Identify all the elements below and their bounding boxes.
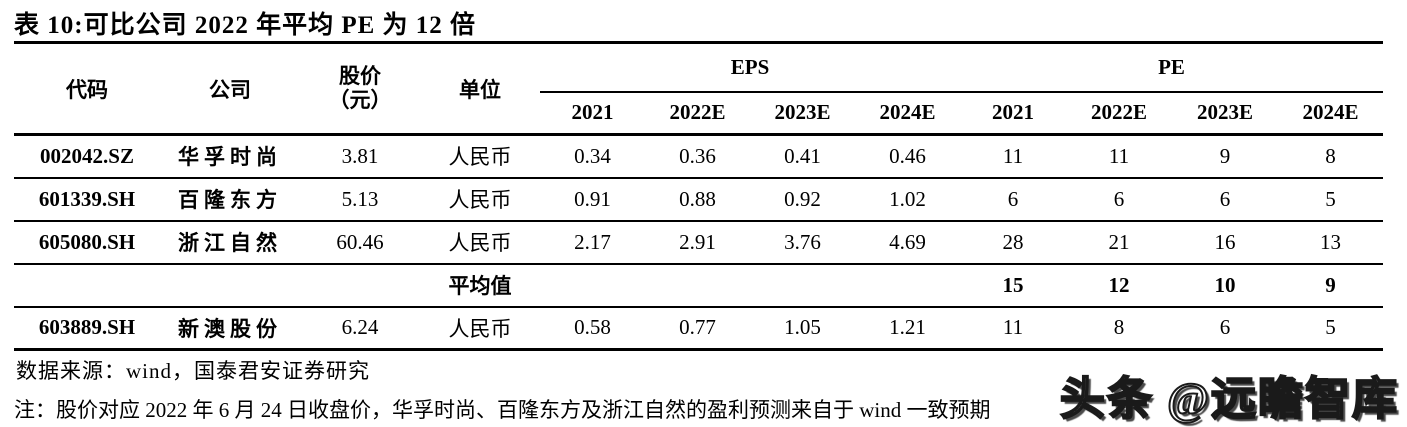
pe-2022e-cell: 21 [1108, 229, 1130, 254]
unit-cell: 人民币 [448, 231, 512, 255]
unit-cell: 人民币 [448, 188, 512, 212]
eps-year-2024e: 2024E [855, 91, 961, 136]
empty-cell [645, 264, 750, 307]
unit-cell: 人民币 [448, 316, 512, 341]
eps-year-2022e: 2022E [645, 91, 750, 136]
price-cell: 5.13 [341, 186, 379, 211]
table-row: 601339.SH 百隆东方 5.13 人民币 0.91 0.88 0.92 1… [14, 178, 1384, 221]
code-cell: 603889.SH [38, 315, 136, 340]
pe-year-2021: 2021 [960, 91, 1067, 136]
pe-2024e-cell: 5 [1325, 186, 1336, 211]
col-group-eps: EPS [540, 42, 961, 93]
pe-2023e-cell: 16 [1214, 229, 1236, 254]
eps-2024e-cell: 0.46 [889, 143, 926, 168]
pe-2023e-cell: 6 [1219, 186, 1231, 211]
company-cell: 华孚时尚 [178, 145, 282, 170]
table-row: 002042.SZ 华孚时尚 3.81 人民币 0.34 0.36 0.41 0… [14, 135, 1384, 178]
watermark-text: 头条 @远瞻智库 [1059, 373, 1399, 425]
avg-pe-2022e-cell: 12 [1108, 272, 1130, 297]
pe-2021-cell: 11 [1002, 143, 1024, 168]
price-cell: 3.81 [341, 143, 379, 168]
pe-2023e-cell: 9 [1219, 143, 1231, 168]
pe-year-2023e: 2023E [1172, 91, 1279, 136]
empty-cell [750, 264, 855, 307]
average-row: 平均值 15 12 10 9 [14, 264, 1384, 307]
eps-2021-cell: 0.58 [574, 315, 611, 340]
col-header-unit: 单位 [420, 42, 540, 136]
pe-2022e-cell: 11 [1108, 143, 1130, 168]
eps-2024e-cell: 1.02 [889, 186, 926, 211]
eps-2023e-cell: 0.41 [784, 143, 821, 168]
code-cell: 002042.SZ [40, 143, 134, 168]
table-row: 605080.SH 浙江自然 60.46 人民币 2.17 2.91 3.76 … [14, 221, 1384, 264]
avg-pe-2024e-cell: 9 [1325, 272, 1336, 297]
code-cell: 605080.SH [38, 229, 136, 254]
table-row: 603889.SH 新澳股份 6.24 人民币 0.58 0.77 1.05 1… [14, 307, 1384, 350]
table-title: 表 10:可比公司 2022 年平均 PE 为 12 倍 [14, 12, 477, 39]
eps-2022e-cell: 0.77 [679, 315, 716, 340]
eps-year-2021: 2021 [540, 91, 645, 136]
eps-2021-cell: 0.34 [574, 143, 611, 168]
eps-year-2023e: 2023E [750, 91, 855, 136]
pe-2024e-cell: 8 [1325, 143, 1336, 168]
eps-2021-cell: 0.91 [574, 186, 611, 211]
pe-2021-cell: 6 [1007, 186, 1019, 211]
eps-2022e-cell: 0.36 [679, 143, 716, 168]
unit-cell: 人民币 [448, 145, 512, 170]
pe-year-2022e: 2022E [1066, 91, 1173, 136]
col-group-pe: PE [960, 42, 1384, 93]
eps-2023e-cell: 3.76 [784, 229, 821, 254]
empty-cell [14, 264, 160, 307]
eps-2023e-cell: 1.05 [784, 315, 821, 340]
eps-2022e-cell: 2.91 [679, 229, 716, 254]
pe-2021-cell: 28 [1002, 229, 1024, 254]
empty-cell [855, 264, 960, 307]
price-cell: 6.24 [341, 315, 379, 340]
pe-2024e-cell: 13 [1320, 229, 1342, 254]
footnote-text: 注：股价对应 2022 年 6 月 24 日收盘价，华孚时尚、百隆东方及浙江自然… [14, 398, 991, 422]
company-cell: 新澳股份 [178, 316, 282, 341]
price-cell: 60.46 [336, 229, 384, 254]
pe-2023e-cell: 6 [1219, 315, 1231, 340]
pe-2024e-cell: 5 [1325, 315, 1336, 340]
pe-2022e-cell: 6 [1113, 186, 1125, 211]
col-header-price: 股价 （元） [300, 42, 420, 136]
data-source-text: 数据来源：wind，国泰君安证券研究 [16, 359, 370, 383]
pe-2021-cell: 11 [1002, 315, 1024, 340]
col-header-price-line2: （元） [328, 87, 392, 112]
empty-cell [160, 264, 300, 307]
col-header-company: 公司 [160, 42, 300, 136]
eps-2022e-cell: 0.88 [679, 186, 716, 211]
eps-2024e-cell: 4.69 [889, 229, 926, 254]
pe-2022e-cell: 8 [1113, 315, 1125, 340]
company-cell: 浙江自然 [178, 231, 282, 255]
avg-pe-2021-cell: 15 [1002, 272, 1024, 297]
avg-pe-2023e-cell: 10 [1214, 272, 1236, 297]
eps-2024e-cell: 1.21 [889, 315, 926, 340]
average-label-cell: 平均值 [448, 274, 512, 298]
comparable-companies-table: 代码 公司 股价 （元） 单位 EPS PE 2021 2022E 2023E … [14, 41, 1384, 351]
code-cell: 601339.SH [38, 186, 136, 211]
empty-cell [300, 264, 420, 307]
pe-year-2024e: 2024E [1278, 91, 1384, 136]
col-header-price-line1: 股价 [339, 64, 381, 89]
col-header-code: 代码 [14, 42, 160, 136]
company-cell: 百隆东方 [178, 188, 282, 212]
empty-cell [540, 264, 645, 307]
eps-2021-cell: 2.17 [574, 229, 611, 254]
eps-2023e-cell: 0.92 [784, 186, 821, 211]
